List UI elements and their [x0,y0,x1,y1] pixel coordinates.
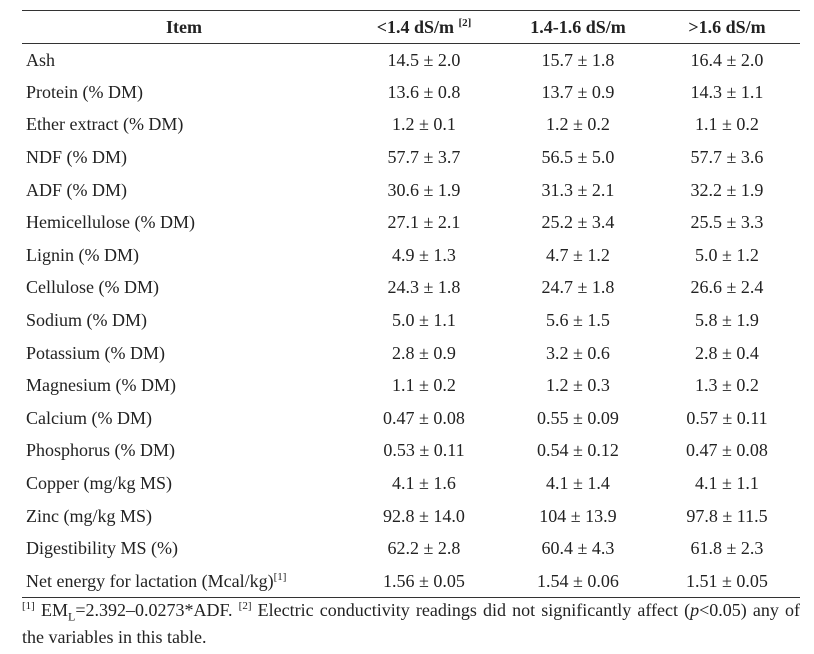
value-low-ec: 13.6 ± 0.8 [387,81,461,102]
table-row: Protein (% DM) 13.6 ± 0.8 13.7 ± 0.9 14.3 ±… [22,76,800,109]
value-low-ec: 4.1 ± 1.6 [392,473,456,494]
value-low-ec: 4.9 ± 1.3 [392,244,456,265]
value-mid-ec: 24.7 ± 1.8 [541,277,615,298]
row-item-label: Sodium (% DM) [26,310,147,331]
value-low-ec: 1.56 ± 0.05 [383,570,465,591]
value-low-ec: 92.8 ± 14.0 [383,505,465,526]
table-row: Ash 14.5 ± 2.0 15.7 ± 1.8 16.4 ± 2.0 [22,44,800,77]
table-header-row: Item <1.4 dS/m [2] 1.4-1.6 dS/m >1.6 dS/… [22,10,800,44]
row-item-label: Net energy for lactation (Mcal/kg)[1] [26,570,287,591]
table-row: ADF (% DM) 30.6 ± 1.9 31.3 ± 2.1 32.2 ± 1.9 [22,174,800,207]
value-low-ec: 27.1 ± 2.1 [387,212,461,233]
table-row: Ether extract (% DM) 1.2 ± 0.1 1.2 ± 0.2 1.… [22,109,800,142]
value-mid-ec: 5.6 ± 1.5 [546,310,610,331]
value-high-ec: 1.3 ± 0.2 [695,375,759,396]
value-mid-ec: 0.54 ± 0.12 [537,440,619,461]
row-item-label: Protein (% DM) [26,81,143,102]
value-low-ec: 5.0 ± 1.1 [392,310,456,331]
table-row: Copper (mg/kg MS) 4.1 ± 1.6 4.1 ± 1.4 4.1 ±… [22,467,800,500]
row-item-label: Copper (mg/kg MS) [26,473,172,494]
table-row: Potassium (% DM) 2.8 ± 0.9 3.2 ± 0.6 2.8 ± … [22,337,800,370]
header-mid-ec: 1.4-1.6 dS/m [530,16,626,37]
table-row: Cellulose (% DM) 24.3 ± 1.8 24.7 ± 1.8 26.6… [22,272,800,305]
value-low-ec: 2.8 ± 0.9 [392,342,456,363]
table-row: Sodium (% DM) 5.0 ± 1.1 5.6 ± 1.5 5.8 ± 1.9 [22,304,800,337]
row-item-label: Phosphorus (% DM) [26,440,176,461]
value-high-ec: 2.8 ± 0.4 [695,342,759,363]
row-item-label: NDF (% DM) [26,147,127,168]
row-item-label: Ash [26,49,56,70]
row-item-label: Magnesium (% DM) [26,375,176,396]
value-high-ec: 14.3 ± 1.1 [690,81,764,102]
value-high-ec: 57.7 ± 3.6 [690,147,764,168]
value-low-ec: 0.47 ± 0.08 [383,407,465,428]
value-mid-ec: 56.5 ± 5.0 [541,147,615,168]
header-low-ec: <1.4 dS/m [2] [376,16,472,37]
value-high-ec: 5.0 ± 1.2 [695,244,759,265]
value-mid-ec: 104 ± 13.9 [539,505,617,526]
row-item-label: Cellulose (% DM) [26,277,159,298]
table-row: Digestibility MS (%) 62.2 ± 2.8 60.4 ± 4.3… [22,532,800,565]
value-high-ec: 5.8 ± 1.9 [695,310,759,331]
row-item-label: ADF (% DM) [26,179,127,200]
value-mid-ec: 60.4 ± 4.3 [541,538,615,559]
value-high-ec: 4.1 ± 1.1 [695,473,759,494]
header-item: Item [166,16,202,37]
header-footnote-ref: [2] [458,16,472,29]
value-low-ec: 14.5 ± 2.0 [387,49,461,70]
table-row: Phosphorus (% DM) 0.53 ± 0.11 0.54 ± 0.12 0… [22,435,800,468]
value-low-ec: 24.3 ± 1.8 [387,277,461,298]
nutrient-table-container: Item <1.4 dS/m [2] 1.4-1.6 dS/m >1.6 dS/… [22,10,800,598]
value-low-ec: 57.7 ± 3.7 [387,147,461,168]
value-mid-ec: 25.2 ± 3.4 [541,212,615,233]
footnote-ref-1: [1] [22,600,35,612]
table-body: Ash 14.5 ± 2.0 15.7 ± 1.8 16.4 ± 2.0 Protein… [22,44,800,598]
row-item-label: Zinc (mg/kg MS) [26,505,152,526]
value-mid-ec: 0.55 ± 0.09 [537,407,619,428]
value-high-ec: 1.1 ± 0.2 [695,114,759,135]
header-high-ec: >1.6 dS/m [688,16,766,37]
value-low-ec: 62.2 ± 2.8 [387,538,461,559]
row-item-label: Calcium (% DM) [26,407,152,428]
value-high-ec: 97.8 ± 11.5 [686,505,768,526]
row-item-label: Potassium (% DM) [26,342,165,363]
footnote-ref-2: [2] [238,600,252,612]
value-mid-ec: 4.7 ± 1.2 [546,244,610,265]
value-mid-ec: 3.2 ± 0.6 [546,342,610,363]
table-row: Zinc (mg/kg MS) 92.8 ± 14.0 104 ± 13.9 97.8… [22,500,800,533]
row-item-label: Hemicellulose (% DM) [26,212,195,233]
table-row: Hemicellulose (% DM) 27.1 ± 2.1 25.2 ± 3.4… [22,206,800,239]
value-low-ec: 0.53 ± 0.11 [383,440,465,461]
table-row: Net energy for lactation (Mcal/kg)[1] 1.5… [22,565,800,598]
value-mid-ec: 1.54 ± 0.06 [537,570,619,591]
value-high-ec: 32.2 ± 1.9 [690,179,764,200]
value-low-ec: 30.6 ± 1.9 [387,179,461,200]
table-row: NDF (% DM) 57.7 ± 3.7 56.5 ± 5.0 57.7 ± 3.6 [22,141,800,174]
table-footnote: [1] EML=2.392–0.0273*ADF. [2] Electric c… [22,600,801,647]
value-high-ec: 16.4 ± 2.0 [690,49,764,70]
value-mid-ec: 1.2 ± 0.3 [546,375,610,396]
value-mid-ec: 13.7 ± 0.9 [541,81,615,102]
value-low-ec: 1.2 ± 0.1 [392,114,456,135]
row-footnote-ref: [1] [273,570,287,583]
row-item-label: Lignin (% DM) [26,244,139,265]
value-high-ec: 26.6 ± 2.4 [690,277,764,298]
value-mid-ec: 1.2 ± 0.2 [546,114,610,135]
table-row: Lignin (% DM) 4.9 ± 1.3 4.7 ± 1.2 5.0 ± 1.2 [22,239,800,272]
value-mid-ec: 15.7 ± 1.8 [541,49,615,70]
value-low-ec: 1.1 ± 0.2 [392,375,456,396]
value-high-ec: 61.8 ± 2.3 [690,538,764,559]
row-item-label: Digestibility MS (%) [26,538,178,559]
value-mid-ec: 31.3 ± 2.1 [541,179,615,200]
value-high-ec: 0.57 ± 0.11 [686,407,768,428]
value-mid-ec: 4.1 ± 1.4 [546,473,610,494]
value-high-ec: 0.47 ± 0.08 [686,440,768,461]
nutrient-table: Item <1.4 dS/m [2] 1.4-1.6 dS/m >1.6 dS/… [22,10,800,598]
table-row: Magnesium (% DM) 1.1 ± 0.2 1.2 ± 0.3 1.3 ± … [22,369,800,402]
value-high-ec: 25.5 ± 3.3 [690,212,764,233]
row-item-label: Ether extract (% DM) [26,114,184,135]
value-high-ec: 1.51 ± 0.05 [686,570,768,591]
table-row: Calcium (% DM) 0.47 ± 0.08 0.55 ± 0.09 0.57… [22,402,800,435]
